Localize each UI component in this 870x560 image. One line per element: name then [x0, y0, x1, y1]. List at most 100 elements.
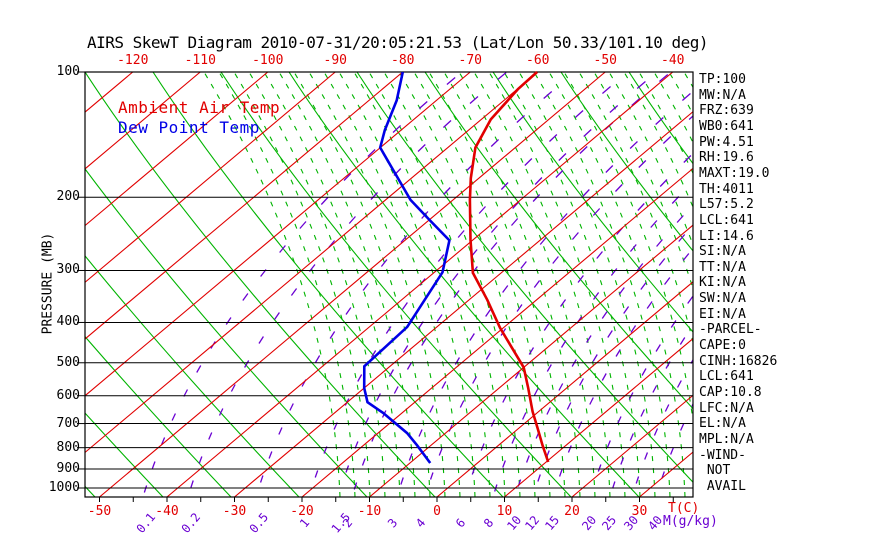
mixing-ratio-dash — [208, 432, 213, 440]
mixing-ratio-dash — [586, 335, 592, 343]
stat-line: TT:N/A — [699, 259, 746, 275]
mixing-ratio-dash — [376, 393, 381, 401]
mixing-ratio-dash — [630, 325, 637, 333]
mixing-ratio-dash — [532, 194, 541, 202]
mixing-ratio-dash — [472, 376, 478, 384]
mixing-ratio-dash — [434, 297, 441, 305]
mixing-ratio-dash — [290, 288, 298, 296]
mixing-ratio-dash — [421, 338, 427, 346]
moist-adiabat-line — [263, 72, 401, 497]
dry-adiabat-line — [152, 72, 504, 497]
mixing-ratio-dash — [592, 208, 601, 216]
mixing-ratio-dash — [343, 173, 352, 181]
mixing-ratio-dash — [583, 129, 592, 137]
mixing-ratio-dash — [676, 215, 684, 223]
mixing-ratio-dash — [392, 125, 402, 133]
mixing-ratio-dash — [385, 326, 392, 334]
mixing-ratio-dash — [659, 74, 669, 82]
mixing-ratio-dash — [571, 232, 579, 240]
mixing-ratio-dash — [539, 237, 547, 245]
mixing-ratio-dash — [258, 336, 264, 344]
stat-line: EL:N/A — [699, 416, 746, 432]
isotherm-line — [234, 110, 693, 497]
pressure-tick-label: 100 — [56, 64, 80, 79]
mixing-ratio-dash — [279, 245, 286, 253]
mixing-ratio-dash — [680, 423, 685, 431]
mixing-ratio-dash — [469, 333, 475, 341]
mixing-ratio-dash — [650, 220, 658, 228]
mixing-ratio-dash — [543, 91, 553, 99]
mixing-ratio-dash — [218, 408, 224, 416]
mixing-ratio-dash — [418, 429, 423, 437]
stat-line: KI:N/A — [699, 275, 746, 291]
mixing-ratio-dash — [314, 470, 319, 478]
stat-line: CAP:10.8 — [699, 385, 762, 400]
top-temp-tick-label: -110 — [184, 53, 216, 68]
top-temp-tick-label: -90 — [323, 53, 347, 68]
bottom-temp-tick-label: 0 — [433, 504, 441, 519]
stat-line: LI:14.6 — [699, 228, 754, 244]
mixing-ratio-dash — [589, 397, 594, 405]
mixing-ratio-dash — [646, 301, 653, 309]
stat-line: LCL:641 — [699, 369, 754, 385]
mixing-ratio-dash — [664, 404, 670, 412]
mixing-ratio-dash — [567, 445, 572, 453]
mixing-ratio-dash — [454, 357, 461, 365]
stat-line: L57:5.2 — [699, 197, 754, 213]
mixing-ratio-dash — [502, 395, 507, 403]
mixing-ratio-dash — [601, 373, 607, 381]
mixing-ratio-dash — [438, 448, 443, 456]
mixing-ratio-dash — [670, 447, 675, 455]
mixing-ratio-dash — [244, 360, 250, 368]
moist-adiabat-line — [203, 72, 341, 497]
bottom-temp-tick-label: -10 — [357, 504, 382, 519]
mixing-ratio-dash — [635, 476, 640, 484]
mixing-ratio-dash — [274, 312, 280, 320]
mixing-ratio-dash — [631, 98, 641, 106]
temp-unit-label: T(C) — [668, 501, 700, 516]
mixing-ratio-dash — [442, 120, 452, 128]
mixing-ratio-dash — [196, 365, 202, 373]
stat-line: NOT — [699, 463, 731, 479]
dry-adiabat-line — [85, 412, 164, 497]
mixing-ratio-dash — [329, 331, 336, 339]
pressure-tick-label: 500 — [56, 354, 80, 370]
mixing-ratio-dash — [605, 165, 614, 173]
mixing-ratio-dash — [659, 179, 668, 187]
mixing-ratio-dash — [190, 480, 194, 488]
mixing-ratio-dash — [602, 86, 611, 94]
mixing-ratio-dash — [441, 381, 447, 389]
isotherm-line — [369, 224, 693, 497]
mixing-ratio-dash — [522, 412, 527, 420]
mixing-ratio-dash — [370, 192, 378, 200]
moist-adiabat-line — [623, 72, 693, 209]
mixing-ratio-dash — [560, 340, 567, 348]
isotherm-line — [301, 167, 693, 497]
isotherm-line — [504, 337, 693, 497]
dry-adiabat-line — [220, 72, 572, 497]
mixing-ratio-dash — [656, 239, 663, 247]
mixing-ratio-dash — [606, 440, 611, 448]
legend-ambient-air-temp: Ambient Air Temp — [118, 98, 281, 117]
mixing-ratio-dash — [629, 433, 634, 441]
dry-adiabat-line — [288, 72, 640, 497]
pressure-tick-label: 700 — [56, 415, 80, 431]
isotherm-line — [166, 72, 674, 497]
top-temp-tick-label: -70 — [458, 53, 482, 68]
mixing-ratio-dash — [268, 451, 273, 459]
mixing-ratio-dash — [555, 426, 560, 434]
mixing-ratio-dash — [171, 413, 177, 421]
mixing-ratio-dash — [400, 235, 408, 243]
mixing-ratio-dash — [596, 251, 603, 259]
top-temp-tick-label: -50 — [593, 53, 617, 68]
dew-point-curve — [362, 71, 451, 464]
mixing-ratio-dash — [566, 402, 572, 410]
mixing-ratio-dash — [558, 469, 563, 477]
mixing-ratio-dash — [629, 244, 637, 252]
mixing-ratio-dash — [543, 323, 550, 331]
mixing-ratio-dash — [610, 268, 618, 276]
isotherm-line — [85, 72, 134, 113]
stat-line: -PARCEL- — [699, 322, 762, 338]
legend-dew-point-temp: Dew Point Temp — [118, 118, 260, 137]
